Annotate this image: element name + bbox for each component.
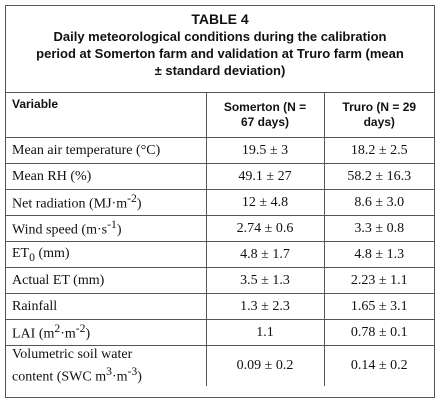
truro-value: 0.78 ± 0.1 — [323, 319, 434, 346]
table-row: Net radiation (MJ·m-2) 12 ± 4.8 8.6 ± 3.… — [6, 189, 434, 216]
somerton-value: 19.5 ± 3 — [205, 137, 325, 164]
table-row: Actual ET (mm) 3.5 ± 1.3 2.23 ± 1.1 — [6, 267, 434, 294]
table-container: TABLE 4 Daily meteorological conditions … — [5, 5, 435, 398]
somerton-value: 12 ± 4.8 — [205, 189, 325, 216]
header-somerton-line: Somerton (N = — [223, 100, 307, 114]
somerton-value: 2.74 ± 0.6 — [205, 215, 325, 242]
table-row: LAI (m2·m-2) 1.1 0.78 ± 0.1 — [6, 319, 434, 346]
header-truro: Truro (N = 29 days) — [323, 93, 434, 138]
table-subtitle-line: ± standard deviation) — [154, 63, 286, 78]
table-caption: TABLE 4 Daily meteorological conditions … — [6, 6, 434, 93]
truro-value: 3.3 ± 0.8 — [323, 215, 434, 242]
meteorological-table: Variable Somerton (N = 67 days) Truro (N… — [6, 93, 434, 386]
header-variable: Variable — [6, 93, 207, 138]
truro-value: 4.8 ± 1.3 — [323, 241, 434, 268]
row-label: Mean air temperature (°C) — [6, 137, 207, 164]
table-row: Mean air temperature (°C) 19.5 ± 3 18.2 … — [6, 137, 434, 164]
row-label: Volumetric soil water content (SWC m3·m-3… — [6, 344, 207, 386]
table-row: ET0 (mm) 4.8 ± 1.7 4.8 ± 1.3 — [6, 241, 434, 268]
header-truro-line: Truro (N = 29 — [342, 100, 417, 114]
row-label: ET0 (mm) — [6, 241, 207, 268]
table-title: TABLE 4 — [191, 11, 249, 27]
header-truro-line: days) — [363, 115, 395, 129]
table-row: Volumetric soil water content (SWC m3·m-3… — [6, 344, 434, 386]
truro-value: 1.65 ± 3.1 — [323, 293, 434, 320]
truro-value: 0.14 ± 0.2 — [323, 344, 434, 386]
truro-value: 18.2 ± 2.5 — [323, 137, 434, 164]
table-header-row: Variable Somerton (N = 67 days) Truro (N… — [6, 93, 434, 138]
somerton-value: 4.8 ± 1.7 — [205, 241, 325, 268]
row-label: Net radiation (MJ·m-2) — [6, 189, 207, 216]
truro-value: 8.6 ± 3.0 — [323, 189, 434, 216]
row-label: LAI (m2·m-2) — [6, 319, 207, 346]
table-row: Wind speed (m·s-1) 2.74 ± 0.6 3.3 ± 0.8 — [6, 215, 434, 242]
somerton-value: 1.1 — [205, 319, 325, 346]
row-label: Mean RH (%) — [6, 163, 207, 190]
truro-value: 2.23 ± 1.1 — [323, 267, 434, 294]
somerton-value: 3.5 ± 1.3 — [205, 267, 325, 294]
somerton-value: 49.1 ± 27 — [205, 163, 325, 190]
row-label: Wind speed (m·s-1) — [6, 215, 207, 242]
table-row: Mean RH (%) 49.1 ± 27 58.2 ± 16.3 — [6, 163, 434, 190]
row-label: Actual ET (mm) — [6, 267, 207, 294]
truro-value: 58.2 ± 16.3 — [323, 163, 434, 190]
header-somerton-line: 67 days) — [240, 115, 290, 129]
header-somerton: Somerton (N = 67 days) — [205, 93, 325, 138]
row-label: Rainfall — [6, 293, 207, 320]
table-subtitle-line: Daily meteorological conditions during t… — [53, 29, 387, 44]
table-subtitle-line: period at Somerton farm and validation a… — [36, 46, 404, 61]
table-row: Rainfall 1.3 ± 2.3 1.65 ± 3.1 — [6, 293, 434, 320]
somerton-value: 1.3 ± 2.3 — [205, 293, 325, 320]
somerton-value: 0.09 ± 0.2 — [205, 344, 325, 386]
